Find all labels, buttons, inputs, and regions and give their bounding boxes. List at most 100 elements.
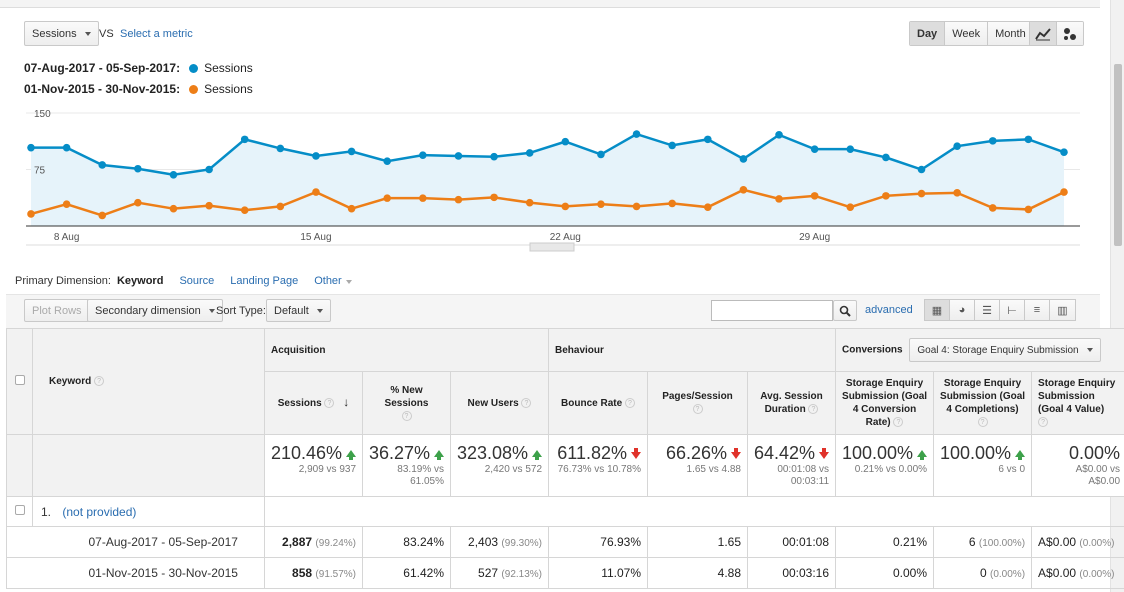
total-comparison: 0.21% vs 0.00%: [854, 464, 928, 475]
line-chart-icon: [1035, 27, 1051, 40]
table-search-input[interactable]: [711, 300, 833, 321]
new-sessions-header[interactable]: % New Sessions?: [362, 371, 451, 435]
data-point: [703, 135, 712, 144]
data-point: [347, 204, 356, 213]
keyword-header[interactable]: Keyword ?: [32, 328, 265, 435]
new-sessions-cell: 83.24%: [362, 526, 451, 558]
help-icon[interactable]: ?: [401, 410, 412, 421]
week-button[interactable]: Week: [945, 22, 989, 45]
motion-chart-button[interactable]: [1057, 22, 1083, 45]
x-tick-label: 29 Aug: [799, 232, 830, 243]
data-point: [312, 152, 320, 160]
primary-metric-dropdown[interactable]: Sessions: [24, 21, 99, 46]
completions-value: 6: [968, 535, 976, 549]
new-sessions-value: 61.42%: [403, 566, 444, 580]
help-icon[interactable]: ?: [808, 404, 819, 415]
period-toggle: Day Week Month: [909, 21, 1034, 46]
select-metric-link[interactable]: Select a metric: [120, 28, 193, 40]
completions-cell: 6 (100.00%): [933, 526, 1033, 558]
pages-session-value: 4.88: [717, 566, 741, 580]
avg-duration-header[interactable]: Avg. Session Duration ?: [746, 371, 837, 435]
total-cell: 66.26% 1.65 vs 4.88: [647, 434, 748, 497]
data-point: [810, 192, 819, 200]
data-table-icon[interactable]: ▦: [925, 300, 950, 320]
goal-completions-header-label: Storage Enquiry Submission (Goal 4 Compl…: [940, 378, 1026, 415]
sessions-pct: (91.57%): [315, 569, 356, 580]
table-row: 1. (not provided): [6, 496, 1124, 527]
bounce-rate-value: 11.07%: [601, 566, 641, 580]
spacer-cell: [6, 526, 33, 558]
sessions-header-label: Sessions: [277, 398, 322, 409]
pivot-icon[interactable]: ▥: [1050, 300, 1075, 320]
dimension-landing-page[interactable]: Landing Page: [230, 275, 299, 287]
help-icon[interactable]: ?: [692, 404, 703, 415]
help-icon[interactable]: ?: [521, 397, 532, 408]
select-all-checkbox[interactable]: [14, 375, 25, 385]
data-point: [668, 141, 676, 150]
data-point: [632, 202, 641, 211]
month-button[interactable]: Month: [988, 22, 1033, 45]
help-icon[interactable]: ?: [624, 397, 635, 408]
line-chart-button[interactable]: [1030, 22, 1057, 45]
dimension-other[interactable]: Other: [314, 275, 352, 287]
date-range-label: 07-Aug-2017 - 05-Sep-2017: [88, 535, 238, 549]
help-icon[interactable]: ?: [977, 417, 988, 428]
term-cloud-icon[interactable]: ≡: [1025, 300, 1050, 320]
totals-spacer: [6, 434, 33, 497]
pie-chart-icon[interactable]: ◕: [950, 300, 975, 320]
sort-type-dropdown[interactable]: Default: [266, 299, 331, 322]
conversions-group-header: Conversions Goal 4: Storage Enquiry Subm…: [835, 328, 1124, 372]
down-arrow-icon: [631, 448, 641, 459]
help-icon[interactable]: ?: [94, 376, 105, 387]
data-point: [419, 151, 427, 159]
bounce-rate-header[interactable]: Bounce Rate ?: [548, 371, 648, 435]
bounce-rate-cell: 76.93%: [548, 526, 648, 558]
data-point: [917, 165, 926, 174]
conversion-rate-cell: 0.00%: [835, 557, 935, 589]
goal-conversion-rate-header[interactable]: Storage Enquiry Submission (Goal 4 Conve…: [835, 371, 935, 435]
scrollbar-thumb[interactable]: [1114, 64, 1122, 246]
legend-range: 01-Nov-2015 - 30-Nov-2015:: [24, 82, 181, 96]
x-tick-label: 22 Aug: [550, 232, 581, 243]
plot-rows-button[interactable]: Plot Rows: [24, 299, 90, 322]
goal-value-cell: A$0.00 (0.00%): [1031, 557, 1124, 589]
goal-dropdown[interactable]: Goal 4: Storage Enquiry Submission: [909, 338, 1101, 362]
total-cell: 36.27% 83.19% vs 61.05%: [362, 434, 451, 497]
spacer-cell: [6, 557, 33, 589]
data-point: [27, 143, 35, 152]
sort-desc-icon[interactable]: ↓: [343, 395, 350, 409]
data-point: [205, 165, 213, 174]
day-button[interactable]: Day: [910, 22, 946, 45]
help-icon[interactable]: ?: [893, 417, 904, 428]
data-point: [775, 195, 783, 203]
comparison-icon[interactable]: ⊢: [1000, 300, 1025, 320]
secondary-dimension-dropdown[interactable]: Secondary dimension: [87, 299, 223, 322]
total-percent: 36.27%: [368, 443, 430, 463]
search-button[interactable]: [833, 300, 857, 321]
chevron-down-icon: [84, 31, 91, 36]
x-tick-label: 8 Aug: [54, 232, 80, 243]
pages-session-header[interactable]: Pages/Session?: [647, 371, 748, 435]
goal-completions-header[interactable]: Storage Enquiry Submission (Goal 4 Compl…: [933, 371, 1033, 435]
advanced-link[interactable]: advanced: [865, 304, 913, 316]
data-point: [988, 137, 997, 145]
table-row: 01-Nov-2015 - 30-Nov-2015 858 (91.57%) 6…: [6, 557, 1124, 589]
total-cell: 323.08% 2,420 vs 572: [450, 434, 549, 497]
goal-value-header[interactable]: Storage Enquiry Submission (Goal 4 Value…: [1031, 371, 1124, 435]
row-checkbox[interactable]: [14, 505, 25, 515]
total-comparison: 00:03:11: [790, 476, 830, 487]
completions-pct: (0.00%): [990, 569, 1026, 580]
data-point: [1060, 188, 1068, 196]
data-point: [454, 152, 463, 160]
help-icon[interactable]: ?: [324, 398, 335, 409]
pages-session-value: 1.65: [717, 535, 741, 549]
help-icon[interactable]: ?: [1038, 417, 1049, 428]
data-point: [525, 198, 534, 207]
data-point: [454, 195, 463, 204]
keyword-link[interactable]: (not provided): [62, 504, 137, 519]
performance-icon[interactable]: ☰: [975, 300, 1000, 320]
sessions-header[interactable]: Sessions ? ↓: [264, 371, 363, 435]
dimension-source[interactable]: Source: [179, 275, 215, 287]
new-users-header[interactable]: New Users ?: [450, 371, 549, 435]
sessions-pct: (99.24%): [315, 538, 356, 549]
